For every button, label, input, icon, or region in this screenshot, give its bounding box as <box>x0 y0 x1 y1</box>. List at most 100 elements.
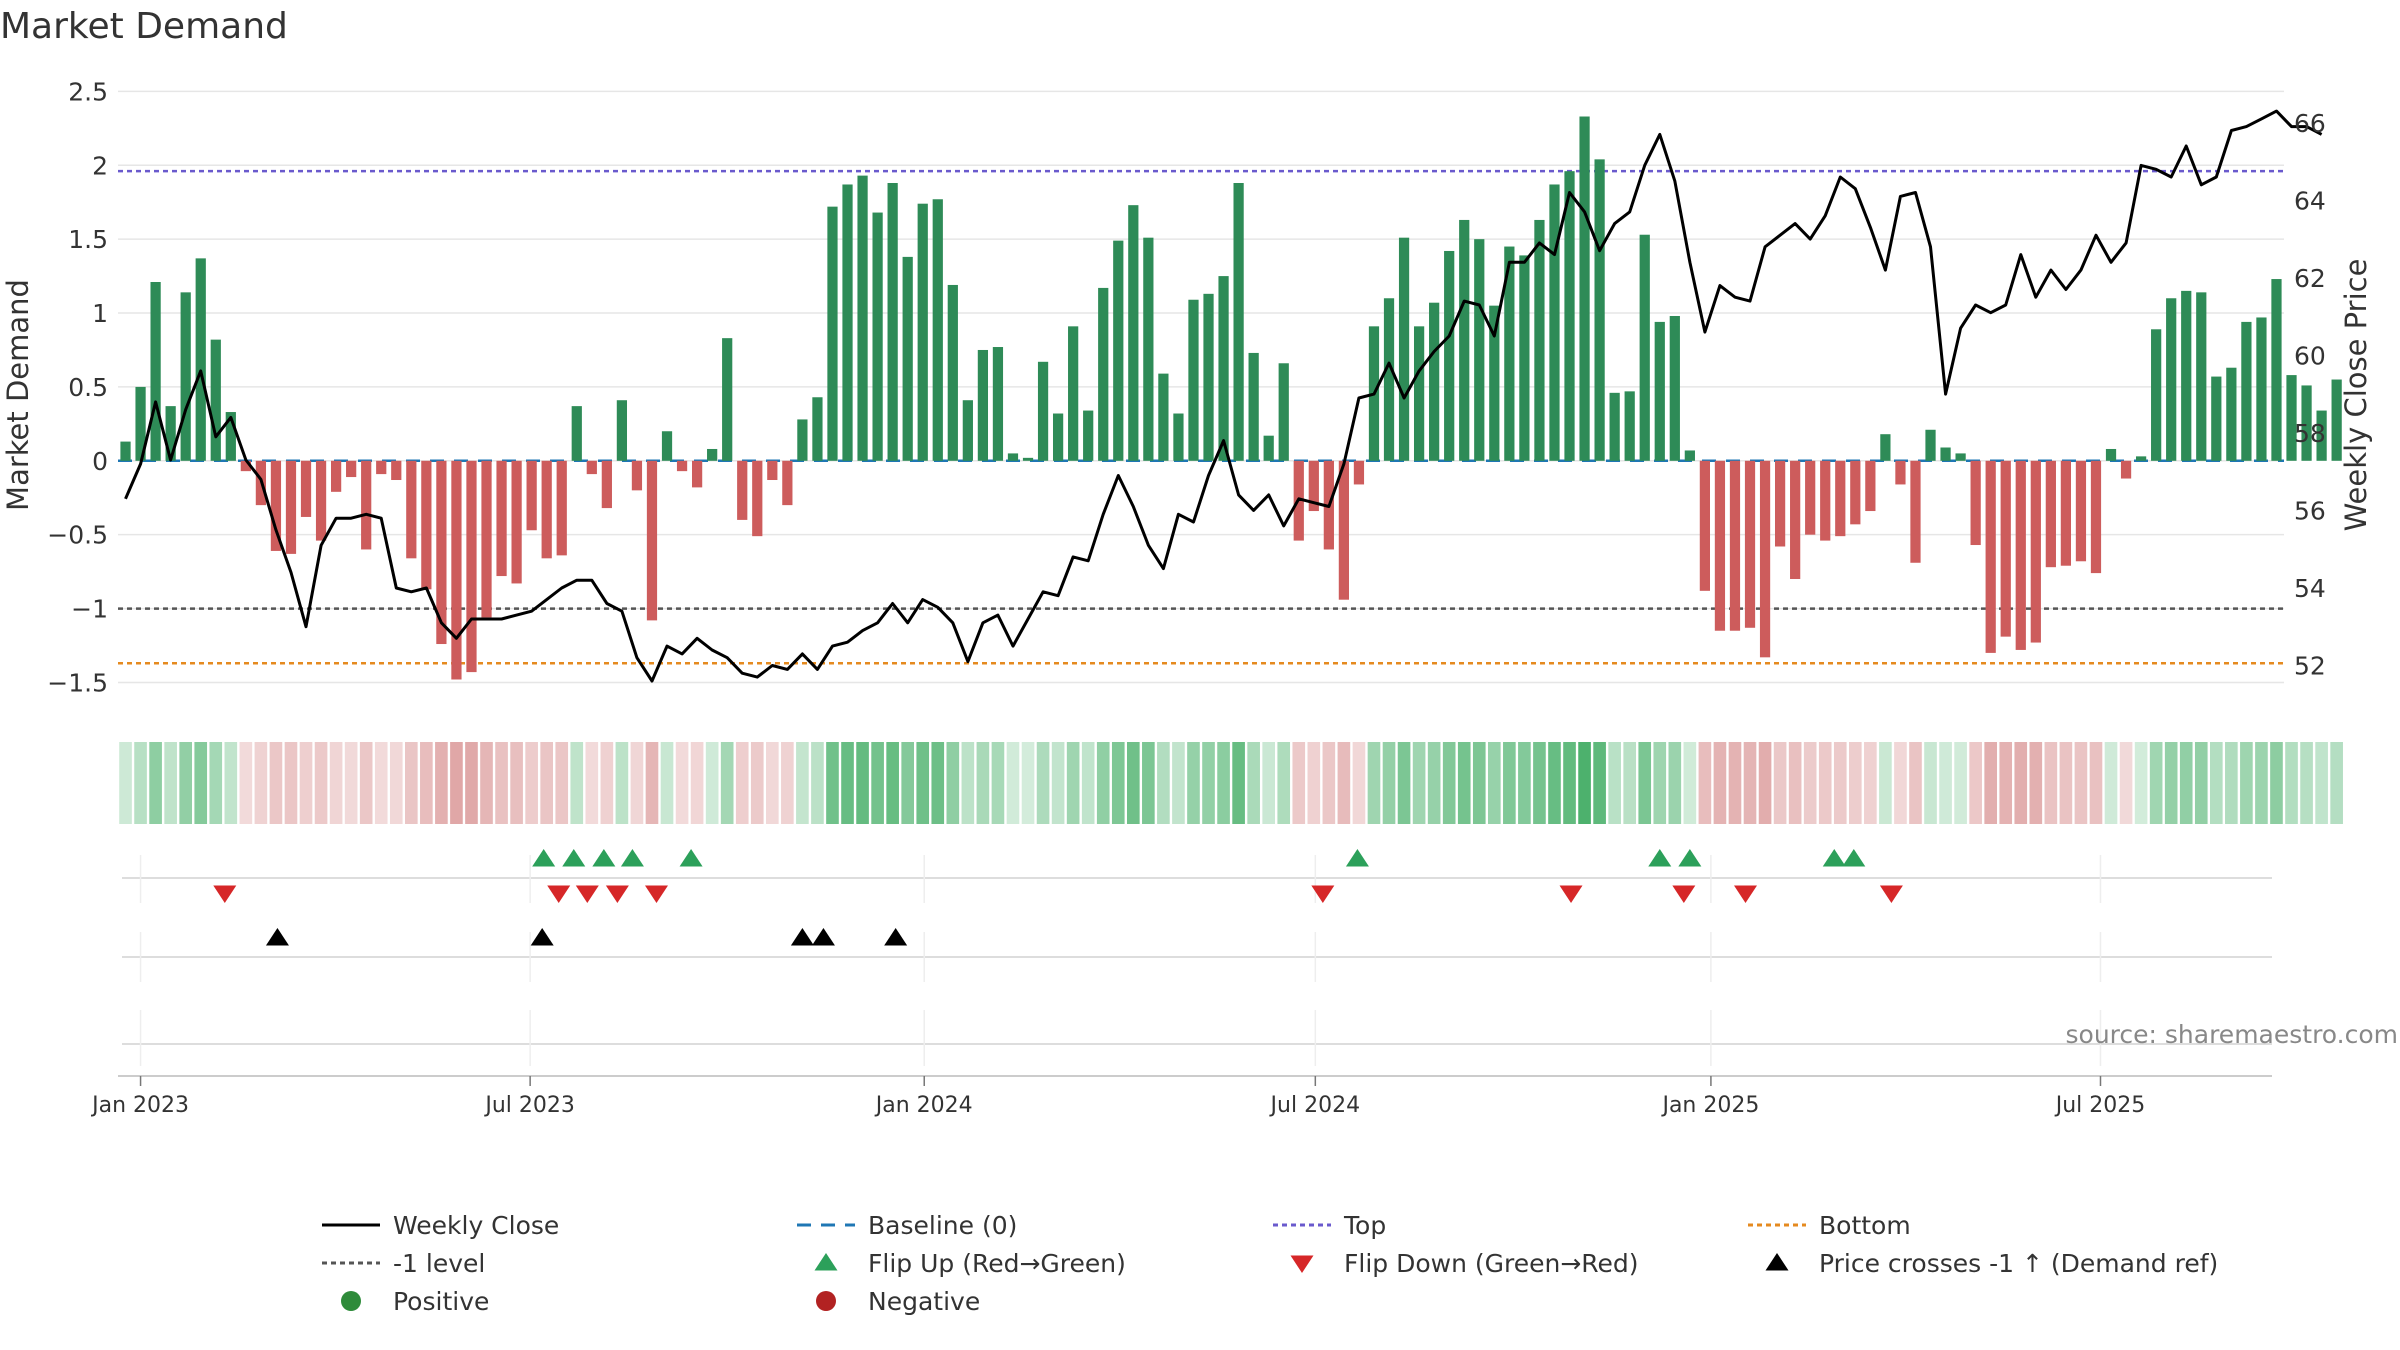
demand-bar <box>1699 460 1711 591</box>
heat-cell <box>916 742 930 824</box>
demand-bar <box>1534 219 1545 461</box>
demand-bar <box>1248 352 1259 461</box>
legend-swatch <box>816 1291 836 1311</box>
demand-bar <box>1444 250 1455 461</box>
heat-cell <box>1713 742 1727 824</box>
flip-up-marker <box>1648 849 1672 867</box>
demand-bar <box>1850 460 1861 525</box>
demand-bar <box>451 460 462 680</box>
x-tick-label: Jan 2024 <box>874 1093 973 1118</box>
x-tick-label: Jul 2024 <box>1269 1093 1361 1118</box>
flip-down-marker <box>1559 885 1583 903</box>
y2-tick-label: 56 <box>2294 496 2326 525</box>
x-tick-label: Jan 2023 <box>90 1093 189 1118</box>
demand-bar <box>376 460 387 475</box>
legend-label: Positive <box>393 1287 489 1316</box>
demand-bar <box>1158 373 1169 461</box>
demand-bar <box>361 460 372 550</box>
demand-bar <box>1549 184 1560 461</box>
heat-cell <box>931 742 945 824</box>
y-tick-label: 2 <box>92 151 108 180</box>
legend-label: Baseline (0) <box>868 1211 1017 1240</box>
demand-bar <box>541 460 552 559</box>
y-tick-label: −1.5 <box>47 668 108 697</box>
heat-cell <box>149 742 162 824</box>
heat-cell <box>1969 742 1982 824</box>
demand-bars <box>120 116 2342 680</box>
demand-bar <box>2316 410 2327 461</box>
heat-cell <box>600 742 614 824</box>
heat-cell <box>1036 742 1050 824</box>
heat-cell <box>735 742 749 824</box>
demand-bar <box>1564 171 1575 461</box>
heat-cell <box>1412 742 1426 824</box>
heat-cell <box>540 742 554 824</box>
heat-cell <box>1578 742 1591 824</box>
heat-cell <box>1142 742 1155 824</box>
demand-bar <box>1744 460 1756 628</box>
heat-cell <box>1773 742 1787 824</box>
heat-cell <box>1352 742 1366 824</box>
demand-bar <box>481 460 492 618</box>
heat-cell <box>976 742 990 824</box>
demand-bar <box>556 460 567 556</box>
heat-cell <box>1653 742 1667 824</box>
demand-bar <box>2060 460 2072 566</box>
price-line <box>124 109 2323 683</box>
demand-bar <box>1955 453 1966 461</box>
demand-bar <box>872 212 883 461</box>
demand-bar <box>857 175 868 461</box>
heat-cell <box>796 742 809 824</box>
flip-down-marker <box>605 885 629 903</box>
heat-cell <box>359 742 373 824</box>
heat-cell <box>2134 742 2148 824</box>
demand-bar <box>1985 460 1996 653</box>
demand-bar <box>1835 460 1846 537</box>
heat-cell <box>1487 742 1501 824</box>
heat-cell <box>2059 742 2073 824</box>
heat-cell <box>2270 742 2283 824</box>
heat-cell <box>781 742 794 824</box>
heat-cell <box>2194 742 2208 824</box>
heat-cell <box>1202 742 1215 824</box>
legend-item: -1 level <box>322 1249 485 1278</box>
heat-cell <box>630 742 644 824</box>
heat-cell <box>2089 742 2103 824</box>
legend-item: Flip Up (Red→Green) <box>814 1249 1126 1278</box>
heat-cell <box>1788 742 1802 824</box>
heat-cell <box>946 742 960 824</box>
legend-label: -1 level <box>393 1249 485 1278</box>
demand-bar <box>752 460 763 537</box>
demand-bar <box>1714 460 1726 631</box>
demand-bar <box>1790 460 1801 580</box>
demand-bar <box>511 460 522 584</box>
demand-bar <box>902 256 913 461</box>
demand-bar <box>827 206 838 461</box>
heat-cell <box>344 742 358 824</box>
demand-bar <box>2105 448 2117 461</box>
demand-bar <box>195 258 206 461</box>
heat-cell <box>886 742 899 824</box>
heat-cell <box>1051 742 1065 824</box>
flip-down-marker <box>1311 885 1335 903</box>
demand-bar <box>2226 367 2237 461</box>
demand-bar <box>631 460 643 491</box>
y2-axis: 66 64 62 60 58 56 54 52 <box>2294 109 2326 681</box>
flip-up-marker <box>592 849 616 867</box>
price-cross-marker <box>265 928 289 946</box>
heat-cell <box>1126 742 1140 824</box>
demand-bar <box>1519 255 1530 461</box>
demand-bar <box>1278 363 1289 461</box>
legend-item: Baseline (0) <box>797 1211 1017 1240</box>
legend-item: Flip Down (Green→Red) <box>1290 1249 1639 1278</box>
demand-bar <box>165 406 176 461</box>
heat-cell <box>2209 742 2223 824</box>
heat-cell <box>495 742 508 824</box>
heat-cell <box>1848 742 1862 824</box>
heat-cell <box>179 742 193 824</box>
heat-cell <box>389 742 403 824</box>
heat-cell <box>901 742 915 824</box>
demand-bar <box>1684 450 1695 461</box>
heat-cell <box>765 742 779 824</box>
demand-heat-strip <box>119 742 2343 824</box>
